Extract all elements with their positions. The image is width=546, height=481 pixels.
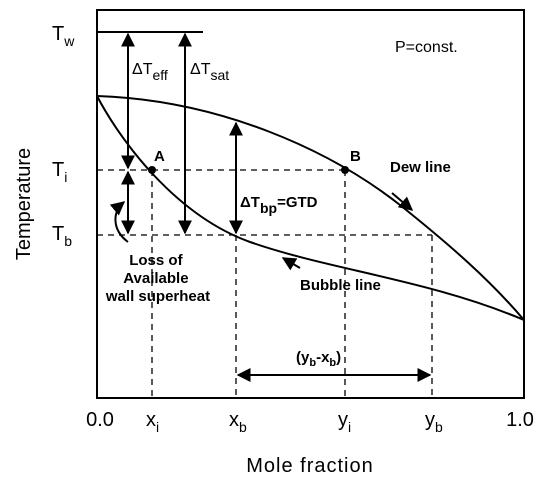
- dew-pointer: [391, 192, 414, 211]
- loss-label: Loss of Available wall superheat: [105, 252, 210, 305]
- x-label: 0.0: [86, 409, 114, 431]
- x-label: xi: [146, 409, 159, 435]
- point-label: A: [154, 148, 165, 165]
- bubble-pointer: [281, 257, 301, 271]
- bubble-label: Bubble line: [300, 277, 381, 294]
- y-label: Ti: [52, 159, 67, 185]
- y-axis-title: Temperature: [13, 148, 35, 260]
- x-label: xb: [229, 409, 247, 435]
- loss-curve-arrow: [109, 201, 129, 243]
- point-b: [341, 166, 349, 174]
- y-label: Tw: [52, 23, 75, 49]
- width-label: (yb-xb): [296, 349, 341, 369]
- point-a: [148, 166, 156, 174]
- x-axis-title: Mole fraction: [246, 455, 374, 477]
- dew-label: Dew line: [390, 159, 451, 176]
- plot-frame: [96, 9, 525, 399]
- dt-sat-label: ΔTsat: [190, 61, 229, 83]
- point-label: B: [350, 148, 361, 165]
- dew-line: [96, 95, 525, 321]
- x-label: yb: [425, 409, 443, 435]
- x-label: yi: [338, 409, 351, 435]
- condition: P=const.: [395, 39, 458, 56]
- dt-eff-label: ΔTeff: [132, 61, 168, 83]
- x-label: 1.0: [506, 409, 534, 431]
- dt-bp-label: ΔTbp=GTD: [240, 194, 318, 216]
- y-label: Tb: [52, 223, 72, 249]
